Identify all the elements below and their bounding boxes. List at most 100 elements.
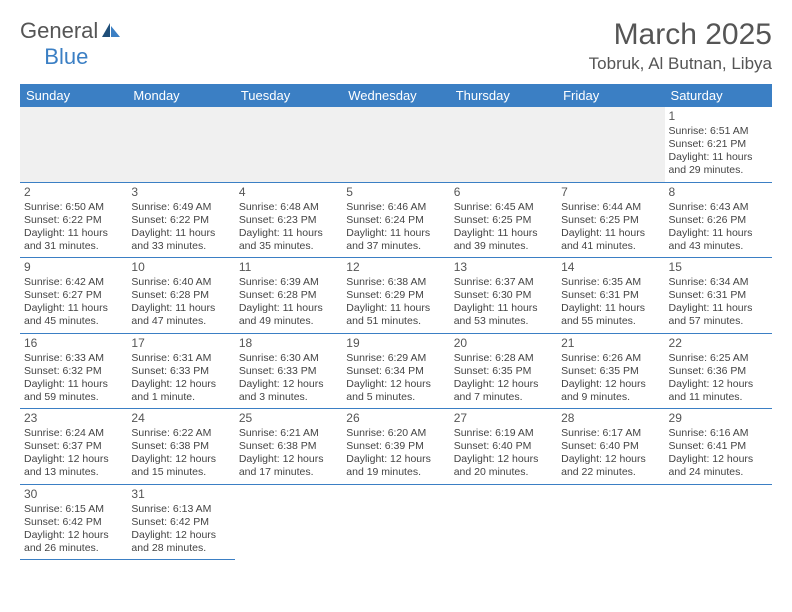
cell-text: and 35 minutes.: [239, 240, 338, 253]
calendar-cell: 17Sunrise: 6:31 AMSunset: 6:33 PMDayligh…: [127, 333, 234, 409]
cell-text: Daylight: 11 hours: [24, 227, 123, 240]
day-number: 15: [669, 260, 768, 275]
calendar-cell: 13Sunrise: 6:37 AMSunset: 6:30 PMDayligh…: [450, 258, 557, 334]
cell-text: Daylight: 11 hours: [24, 302, 123, 315]
cell-text: Sunrise: 6:24 AM: [24, 427, 123, 440]
cell-text: Sunset: 6:21 PM: [669, 138, 768, 151]
calendar-cell: 7Sunrise: 6:44 AMSunset: 6:25 PMDaylight…: [557, 182, 664, 258]
cell-text: Daylight: 11 hours: [561, 302, 660, 315]
calendar-row: 23Sunrise: 6:24 AMSunset: 6:37 PMDayligh…: [20, 409, 772, 485]
cell-text: and 37 minutes.: [346, 240, 445, 253]
calendar-cell-empty: [20, 107, 127, 182]
cell-text: Sunset: 6:31 PM: [561, 289, 660, 302]
month-title: March 2025: [589, 18, 772, 52]
day-number: 14: [561, 260, 660, 275]
day-number: 6: [454, 185, 553, 200]
calendar-cell: 10Sunrise: 6:40 AMSunset: 6:28 PMDayligh…: [127, 258, 234, 334]
day-number: 21: [561, 336, 660, 351]
day-header: Tuesday: [235, 84, 342, 107]
cell-text: and 15 minutes.: [131, 466, 230, 479]
cell-text: and 5 minutes.: [346, 391, 445, 404]
day-header: Sunday: [20, 84, 127, 107]
cell-text: Sunset: 6:41 PM: [669, 440, 768, 453]
cell-text: Sunrise: 6:46 AM: [346, 201, 445, 214]
cell-text: and 11 minutes.: [669, 391, 768, 404]
calendar-cell: 20Sunrise: 6:28 AMSunset: 6:35 PMDayligh…: [450, 333, 557, 409]
cell-text: Daylight: 12 hours: [669, 453, 768, 466]
calendar-cell: 22Sunrise: 6:25 AMSunset: 6:36 PMDayligh…: [665, 333, 772, 409]
calendar-cell: 21Sunrise: 6:26 AMSunset: 6:35 PMDayligh…: [557, 333, 664, 409]
day-number: 17: [131, 336, 230, 351]
calendar-cell-empty: [450, 107, 557, 182]
cell-text: Sunrise: 6:30 AM: [239, 352, 338, 365]
cell-text: Sunrise: 6:44 AM: [561, 201, 660, 214]
cell-text: Sunset: 6:35 PM: [454, 365, 553, 378]
cell-text: and 20 minutes.: [454, 466, 553, 479]
cell-text: Sunset: 6:22 PM: [131, 214, 230, 227]
day-header: Saturday: [665, 84, 772, 107]
cell-text: Sunset: 6:26 PM: [669, 214, 768, 227]
calendar-cell: 19Sunrise: 6:29 AMSunset: 6:34 PMDayligh…: [342, 333, 449, 409]
day-number: 22: [669, 336, 768, 351]
logo-text-2: Blue: [44, 44, 88, 70]
logo-text-1: General: [20, 18, 98, 44]
calendar-table: SundayMondayTuesdayWednesdayThursdayFrid…: [20, 84, 772, 560]
location: Tobruk, Al Butnan, Libya: [589, 54, 772, 74]
calendar-cell: 9Sunrise: 6:42 AMSunset: 6:27 PMDaylight…: [20, 258, 127, 334]
calendar-cell-empty: [557, 484, 664, 560]
cell-text: Sunset: 6:25 PM: [561, 214, 660, 227]
cell-text: Sunrise: 6:42 AM: [24, 276, 123, 289]
calendar-row: 30Sunrise: 6:15 AMSunset: 6:42 PMDayligh…: [20, 484, 772, 560]
cell-text: Sunrise: 6:19 AM: [454, 427, 553, 440]
day-number: 9: [24, 260, 123, 275]
calendar-cell: 16Sunrise: 6:33 AMSunset: 6:32 PMDayligh…: [20, 333, 127, 409]
cell-text: and 53 minutes.: [454, 315, 553, 328]
cell-text: Sunset: 6:38 PM: [239, 440, 338, 453]
cell-text: Sunset: 6:31 PM: [669, 289, 768, 302]
calendar-cell: 5Sunrise: 6:46 AMSunset: 6:24 PMDaylight…: [342, 182, 449, 258]
day-number: 28: [561, 411, 660, 426]
day-header: Monday: [127, 84, 234, 107]
cell-text: Sunset: 6:36 PM: [669, 365, 768, 378]
cell-text: Sunrise: 6:40 AM: [131, 276, 230, 289]
calendar-cell: 25Sunrise: 6:21 AMSunset: 6:38 PMDayligh…: [235, 409, 342, 485]
cell-text: and 28 minutes.: [131, 542, 230, 555]
calendar-cell: 15Sunrise: 6:34 AMSunset: 6:31 PMDayligh…: [665, 258, 772, 334]
cell-text: and 13 minutes.: [24, 466, 123, 479]
cell-text: Daylight: 11 hours: [346, 227, 445, 240]
calendar-row: 1Sunrise: 6:51 AMSunset: 6:21 PMDaylight…: [20, 107, 772, 182]
day-number: 1: [669, 109, 768, 124]
cell-text: Sunrise: 6:37 AM: [454, 276, 553, 289]
cell-text: Sunset: 6:28 PM: [239, 289, 338, 302]
cell-text: and 59 minutes.: [24, 391, 123, 404]
day-number: 29: [669, 411, 768, 426]
cell-text: Daylight: 12 hours: [239, 453, 338, 466]
cell-text: Daylight: 12 hours: [561, 453, 660, 466]
cell-text: Sunrise: 6:13 AM: [131, 503, 230, 516]
cell-text: Sunset: 6:42 PM: [131, 516, 230, 529]
calendar-cell: 11Sunrise: 6:39 AMSunset: 6:28 PMDayligh…: [235, 258, 342, 334]
cell-text: Sunrise: 6:49 AM: [131, 201, 230, 214]
calendar-cell: 29Sunrise: 6:16 AMSunset: 6:41 PMDayligh…: [665, 409, 772, 485]
cell-text: and 49 minutes.: [239, 315, 338, 328]
cell-text: Sunrise: 6:34 AM: [669, 276, 768, 289]
cell-text: Daylight: 11 hours: [131, 227, 230, 240]
day-number: 25: [239, 411, 338, 426]
cell-text: Sunrise: 6:45 AM: [454, 201, 553, 214]
cell-text: and 57 minutes.: [669, 315, 768, 328]
cell-text: Daylight: 11 hours: [669, 302, 768, 315]
cell-text: Sunset: 6:38 PM: [131, 440, 230, 453]
cell-text: Sunset: 6:23 PM: [239, 214, 338, 227]
day-number: 12: [346, 260, 445, 275]
day-number: 30: [24, 487, 123, 502]
cell-text: Sunrise: 6:20 AM: [346, 427, 445, 440]
cell-text: Sunset: 6:32 PM: [24, 365, 123, 378]
cell-text: Sunrise: 6:38 AM: [346, 276, 445, 289]
cell-text: Sunset: 6:35 PM: [561, 365, 660, 378]
cell-text: Sunset: 6:30 PM: [454, 289, 553, 302]
cell-text: Daylight: 11 hours: [561, 227, 660, 240]
cell-text: Sunset: 6:33 PM: [239, 365, 338, 378]
cell-text: Sunset: 6:42 PM: [24, 516, 123, 529]
cell-text: Sunrise: 6:17 AM: [561, 427, 660, 440]
cell-text: Sunrise: 6:29 AM: [346, 352, 445, 365]
